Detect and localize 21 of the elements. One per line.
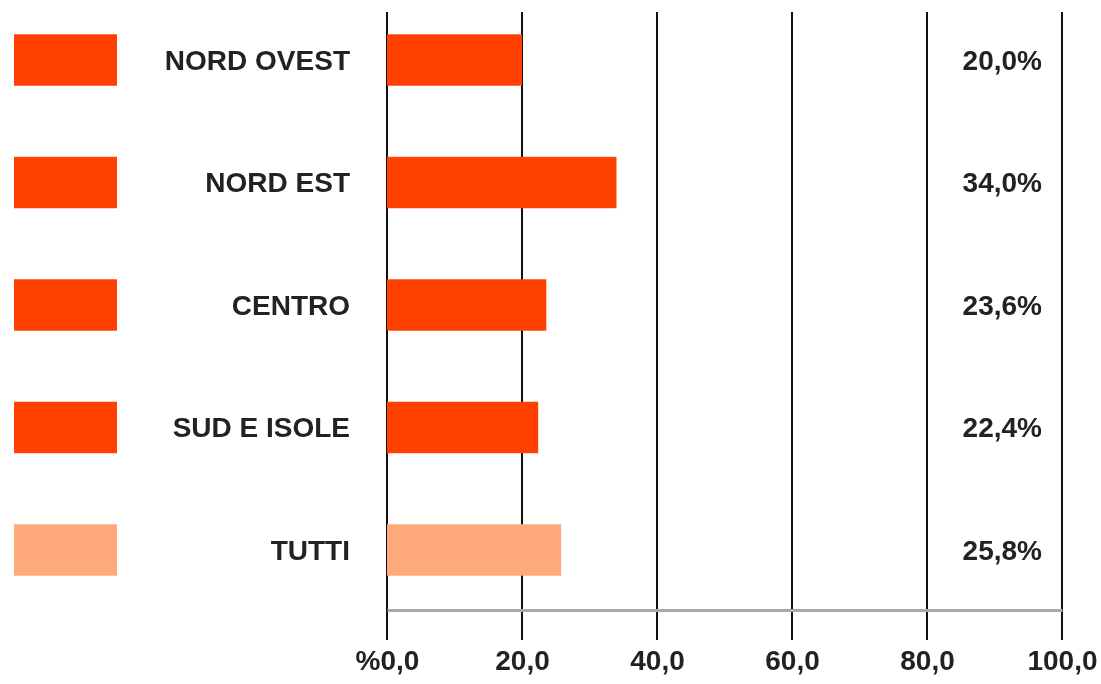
data-label: 23,6%	[962, 289, 1043, 321]
y-tick-label: NORD OVEST	[164, 44, 350, 76]
x-tick-label: %0,0	[355, 644, 420, 676]
y-tick-label: NORD EST	[205, 167, 350, 199]
x-tick-label: 40,0	[630, 644, 685, 676]
bar	[387, 279, 547, 331]
data-label: 25,8%	[962, 534, 1043, 566]
bar	[387, 401, 539, 454]
y-tick-label: SUD E ISOLE	[172, 412, 350, 444]
bar	[387, 34, 522, 86]
x-tick-label: 80,0	[900, 644, 955, 676]
x-tick-label: 20,0	[495, 644, 550, 676]
x-tick-label: 100,0	[1027, 644, 1098, 676]
data-label: 34,0%	[962, 167, 1043, 199]
bar	[387, 524, 562, 576]
y-tick-label: CENTRO	[231, 289, 350, 321]
bar	[387, 156, 617, 209]
data-label: 22,4%	[962, 412, 1043, 444]
x-tick-label: 60,0	[765, 644, 820, 676]
data-label: 20,0%	[962, 44, 1043, 76]
y-tick-label: TUTTI	[270, 534, 350, 566]
